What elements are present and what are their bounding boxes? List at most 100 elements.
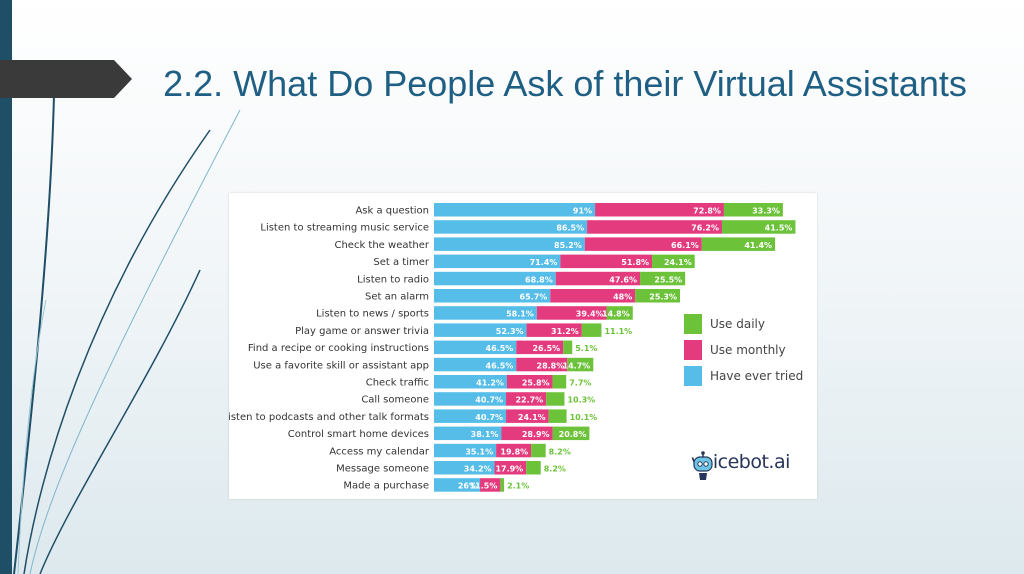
bar-have-ever-tried-listen-to-podcasts-and-other-talk-formats <box>434 409 507 423</box>
data-label-use-monthly-check-traffic: 25.8% <box>522 379 550 388</box>
data-label-use-monthly-play-game-or-answer-trivia: 31.2% <box>551 327 579 336</box>
category-label-listen-to-radio: Listen to radio <box>357 274 429 285</box>
bar-use-monthly-listen-to-radio <box>555 271 641 286</box>
legend-label-use-monthly: Use monthly <box>710 343 786 357</box>
data-label-have-ever-tried-listen-to-radio: 68.8% <box>525 275 553 284</box>
bar-have-ever-tried-play-game-or-answer-trivia <box>434 323 527 337</box>
bar-have-ever-tried-control-smart-home-devices <box>434 426 502 441</box>
robot-icon <box>693 451 713 480</box>
data-label-use-monthly-made-a-purchase: 11.5% <box>470 482 498 491</box>
bar-use-daily-message-someone <box>526 461 541 475</box>
stacked-bar-chart: Ask a question 91% 72.8% 33.3% Listen to str… <box>229 203 796 492</box>
bar-use-daily-access-my-calendar <box>531 443 546 458</box>
data-label-have-ever-tried-listen-to-podcasts-and-other-talk-formats: 40.7% <box>475 413 503 422</box>
category-label-access-my-calendar: Access my calendar <box>329 446 430 457</box>
data-label-use-daily-access-my-calendar: 8.2% <box>549 447 571 456</box>
bar-use-monthly-check-the-weather <box>584 237 702 251</box>
bar-use-monthly-check-traffic <box>506 375 553 389</box>
bar-have-ever-tried-message-someone <box>434 461 495 475</box>
category-label-set-a-timer: Set a timer <box>373 257 429 268</box>
data-label-use-monthly-message-someone: 17.9% <box>495 465 523 474</box>
data-label-use-daily-set-a-timer: 24.1% <box>664 258 692 267</box>
data-label-use-daily-listen-to-news-sports: 14.8% <box>602 310 630 319</box>
data-label-use-daily-listen-to-radio: 25.5% <box>654 275 682 284</box>
data-label-use-daily-control-smart-home-devices: 20.8% <box>559 430 587 439</box>
category-label-listen-to-news-sports: Listen to news / sports <box>316 309 429 320</box>
data-label-have-ever-tried-set-an-alarm: 65.7% <box>520 293 548 302</box>
data-label-have-ever-tried-call-someone: 40.7% <box>475 396 503 405</box>
bar-use-monthly-access-my-calendar <box>496 443 532 458</box>
category-label-listen-to-streaming-music-service: Listen to streaming music service <box>260 223 429 234</box>
category-label-find-a-recipe-or-cooking-instructions: Find a recipe or cooking instructions <box>248 343 429 354</box>
data-label-use-daily-listen-to-podcasts-and-other-talk-formats: 10.1% <box>570 413 598 422</box>
bar-use-monthly-message-someone <box>494 461 527 475</box>
voicebot-logo: voicebot.ai <box>691 451 790 480</box>
category-label-play-game-or-answer-trivia: Play game or answer trivia <box>295 326 429 337</box>
bar-have-ever-tried-access-my-calendar <box>434 443 497 458</box>
category-label-made-a-purchase: Made a purchase <box>343 481 429 492</box>
bar-use-daily-made-a-purchase <box>500 478 505 492</box>
data-label-use-monthly-call-someone: 22.7% <box>515 396 543 405</box>
data-label-have-ever-tried-listen-to-streaming-music-service: 86.5% <box>556 224 584 233</box>
data-label-use-daily-check-the-weather: 41.4% <box>744 241 772 250</box>
category-label-check-traffic: Check traffic <box>366 378 429 389</box>
bar-have-ever-tried-set-an-alarm <box>434 289 551 303</box>
bar-use-daily-listen-to-podcasts-and-other-talk-formats <box>548 409 567 423</box>
bar-use-daily-check-traffic <box>552 375 567 389</box>
bar-have-ever-tried-listen-to-radio <box>434 271 556 286</box>
bar-use-daily-listen-to-news-sports <box>606 306 633 320</box>
category-label-ask-a-question: Ask a question <box>355 206 429 217</box>
legend-swatch-use-monthly <box>684 340 702 360</box>
data-label-use-monthly-listen-to-radio: 47.6% <box>609 275 637 284</box>
category-label-control-smart-home-devices: Control smart home devices <box>288 429 429 440</box>
data-label-have-ever-tried-use-a-favorite-skill-or-assistant-app: 46.5% <box>486 361 514 370</box>
data-label-use-monthly-find-a-recipe-or-cooking-instructions: 26.5% <box>532 344 560 353</box>
bar-use-monthly-call-someone <box>506 392 547 406</box>
bar-use-monthly-control-smart-home-devices <box>501 426 553 441</box>
legend-swatch-use-daily <box>684 314 702 334</box>
data-label-use-daily-set-an-alarm: 25.3% <box>649 293 677 302</box>
data-label-use-daily-check-traffic: 7.7% <box>569 379 591 388</box>
bar-use-monthly-set-a-timer <box>560 254 653 269</box>
data-label-use-daily-play-game-or-answer-trivia: 11.1% <box>604 327 632 336</box>
data-label-have-ever-tried-access-my-calendar: 35.1% <box>465 447 493 456</box>
data-label-have-ever-tried-check-traffic: 41.2% <box>476 379 504 388</box>
data-label-use-monthly-listen-to-streaming-music-service: 76.2% <box>691 224 719 233</box>
bar-use-daily-find-a-recipe-or-cooking-instructions <box>563 340 573 355</box>
data-label-use-monthly-access-my-calendar: 19.8% <box>500 447 528 456</box>
left-rail <box>0 0 12 574</box>
data-label-have-ever-tried-ask-a-question: 91% <box>573 207 592 216</box>
bar-have-ever-tried-ask-a-question <box>434 203 596 217</box>
title-arrow-banner <box>0 60 132 98</box>
chart-card: Ask a question 91% 72.8% 33.3% Listen to str… <box>229 193 817 499</box>
data-label-use-daily-use-a-favorite-skill-or-assistant-app: 14.7% <box>563 361 591 370</box>
category-label-set-an-alarm: Set an alarm <box>365 292 429 303</box>
brand-suffix: .ai <box>768 451 790 473</box>
bar-use-monthly-ask-a-question <box>595 203 724 217</box>
data-label-have-ever-tried-message-someone: 34.2% <box>464 465 492 474</box>
bar-use-monthly-listen-to-news-sports <box>536 306 607 320</box>
bar-have-ever-tried-made-a-purchase <box>434 478 481 492</box>
data-label-use-monthly-control-smart-home-devices: 28.9% <box>522 430 550 439</box>
bar-have-ever-tried-find-a-recipe-or-cooking-instructions <box>434 340 517 355</box>
bar-use-monthly-play-game-or-answer-trivia <box>526 323 582 337</box>
data-label-have-ever-tried-find-a-recipe-or-cooking-instructions: 46.5% <box>486 344 514 353</box>
data-label-have-ever-tried-control-smart-home-devices: 38.1% <box>471 430 499 439</box>
bar-use-daily-set-a-timer <box>652 254 695 269</box>
decorative-swoosh <box>13 94 241 574</box>
legend-swatch-have-ever-tried <box>684 366 702 386</box>
category-label-listen-to-podcasts-and-other-talk-formats: Listen to podcasts and other talk format… <box>229 412 429 423</box>
bar-use-daily-call-someone <box>546 392 565 406</box>
bar-use-monthly-listen-to-podcasts-and-other-talk-formats <box>506 409 549 423</box>
data-label-use-daily-listen-to-streaming-music-service: 41.5% <box>765 224 793 233</box>
category-label-message-someone: Message someone <box>336 464 429 475</box>
bar-have-ever-tried-set-a-timer <box>434 254 561 269</box>
data-label-use-daily-ask-a-question: 33.3% <box>752 207 780 216</box>
bar-use-daily-check-the-weather <box>701 237 776 251</box>
data-label-use-daily-call-someone: 10.3% <box>567 396 595 405</box>
bar-use-daily-control-smart-home-devices <box>552 426 590 441</box>
data-label-have-ever-tried-check-the-weather: 85.2% <box>554 241 582 250</box>
data-label-have-ever-tried-made-a-purchase: 26% <box>458 482 477 491</box>
legend-item-have-ever-tried: Have ever tried <box>684 363 803 389</box>
data-label-use-monthly-set-a-timer: 51.8% <box>621 258 649 267</box>
